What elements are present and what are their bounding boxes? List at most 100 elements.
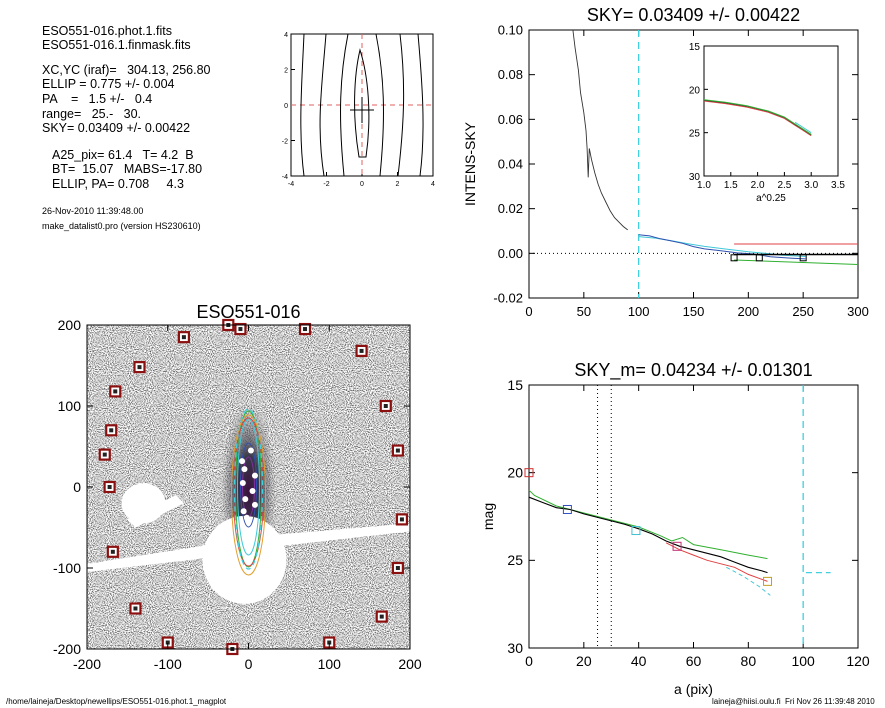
masked-star-core [165, 640, 170, 645]
profile-title: SKY= 0.03409 +/- 0.00422 [587, 5, 800, 25]
inset-frame [703, 45, 839, 177]
contour-line [319, 33, 327, 177]
contour-xtick-label: -2 [323, 181, 329, 188]
contour-ytick-label: -4 [282, 174, 288, 181]
contour-xtick-label: -4 [288, 181, 294, 188]
mask-streak [87, 543, 225, 573]
masked-star-core [181, 335, 186, 340]
mag-title: SKY_m= 0.04234 +/- 0.01301 [574, 360, 812, 381]
profile-green-line [734, 259, 859, 265]
mag-ytick-label: 30 [507, 640, 523, 656]
contour-line [340, 33, 349, 177]
profile-outer-blue [638, 234, 806, 260]
mag-xtick-label: 20 [576, 653, 592, 669]
file-name: ESO551-016.phot.1.fits [42, 24, 172, 38]
image-title: ESO551-016 [196, 302, 300, 322]
inset-xtick-label: 3.0 [804, 180, 818, 191]
inset-curve-cyan [794, 121, 812, 134]
contour-ytick-label: 2 [284, 68, 288, 75]
mag-xtick-label: 80 [741, 653, 757, 669]
isophote-ellipse [231, 414, 266, 576]
inset-xtick-label: 2.0 [751, 180, 765, 191]
mag-cyan-curve [726, 566, 771, 596]
mag-green-curve [528, 489, 768, 560]
contour-line [300, 33, 305, 177]
contour-ytick-label: 4 [284, 32, 288, 39]
profile-xtick-label: 0 [525, 304, 532, 319]
inset-curve-green [703, 99, 812, 135]
mag-xtick-label: 120 [846, 653, 870, 669]
masked-star-core [109, 428, 114, 433]
mask-streak [127, 495, 184, 528]
masked-star-core [395, 566, 400, 570]
contour-xtick-label: 2 [396, 181, 400, 188]
contour-line [397, 33, 405, 177]
masked-star-core [379, 614, 384, 619]
mask-region [202, 515, 287, 604]
mag-ytick-label: 15 [507, 377, 523, 393]
mag-xtick-label: 40 [631, 653, 647, 669]
profile-xtick-label: 200 [737, 304, 759, 319]
inset-ytick-label: 20 [689, 85, 701, 96]
param-pa: PA = 1.5 +/- 0.4 [42, 92, 153, 106]
profile-ytick-label: 0.04 [498, 157, 523, 172]
contour-line [354, 48, 370, 158]
mag-frame [528, 384, 859, 649]
knot-marker [239, 479, 246, 486]
profile-square [730, 254, 738, 262]
sky-ellipse [233, 408, 264, 570]
date-stamp: 26-Nov-2010 11:39:48.00 [42, 206, 144, 216]
masked-star-core [133, 606, 138, 611]
profile-square [755, 254, 763, 262]
profile-xtick-label: 50 [577, 304, 591, 319]
mag-xtick-label: 0 [525, 653, 533, 669]
knot-marker [242, 496, 249, 503]
knot-marker [241, 466, 248, 473]
param-range: range= 25.- 30. [42, 107, 142, 121]
knot-marker [247, 447, 254, 454]
profile-ytick-label: 0.06 [498, 112, 523, 127]
mag-xtick-label: 60 [686, 653, 702, 669]
profile-ylabel: INTENS-SKY [462, 121, 478, 206]
footer-path: /home/laineja/Desktop/newellips/ESO551-0… [6, 697, 227, 706]
masked-star-core [137, 365, 142, 370]
image-xtick-label: -200 [73, 656, 101, 672]
masked-star-core [359, 348, 364, 353]
knot-marker [249, 488, 256, 495]
image-xtick-label: 200 [398, 656, 422, 672]
profile-xtick-label: 300 [847, 304, 869, 319]
profile-curve [572, 29, 628, 231]
mag-ylabel: mag [480, 503, 496, 530]
profile-ytick-label: 0.10 [498, 23, 523, 38]
masked-star-core [327, 640, 332, 645]
isophote-ellipse [237, 418, 260, 556]
mask-streak [264, 523, 410, 548]
profile-ytick-label: 0.02 [498, 201, 523, 216]
mag-red-curve [665, 542, 768, 582]
masked-star-core [102, 452, 107, 457]
profile-square [799, 254, 807, 262]
profile-ytick-label: 0.00 [498, 246, 523, 261]
footer-user: laineja@hiisi.oulu.fi Fri Nov 26 11:39:4… [712, 697, 875, 706]
mag-xlabel: a (pix) [674, 681, 713, 697]
masked-star-core [113, 389, 118, 394]
masked-star-core [110, 549, 115, 554]
knot-marker [239, 458, 246, 465]
masked-star-core [383, 404, 388, 408]
derived-ellip-pa: ELLIP, PA= 0.708 4.3 [52, 177, 184, 191]
knot-marker [243, 514, 250, 521]
contour-lines [300, 33, 424, 177]
isophote-ellipse [240, 442, 257, 528]
contour-line [417, 33, 424, 177]
masked-star-core [303, 327, 308, 332]
image-ytick-label: -100 [53, 560, 81, 576]
image-xtick-label: 0 [245, 656, 253, 672]
program-name: make_datalist0.pro (version HS230610) [42, 221, 201, 231]
image-ytick-label: 100 [58, 398, 82, 414]
isophote-ellipse [235, 410, 262, 568]
inset-xlabel: a^0.25 [756, 193, 786, 204]
inset-xtick-label: 3.5 [831, 180, 845, 191]
param-center: XC,YC (iraf)= 304.13, 256.80 [42, 63, 211, 77]
profile-ytick-label: -0.02 [493, 291, 523, 306]
